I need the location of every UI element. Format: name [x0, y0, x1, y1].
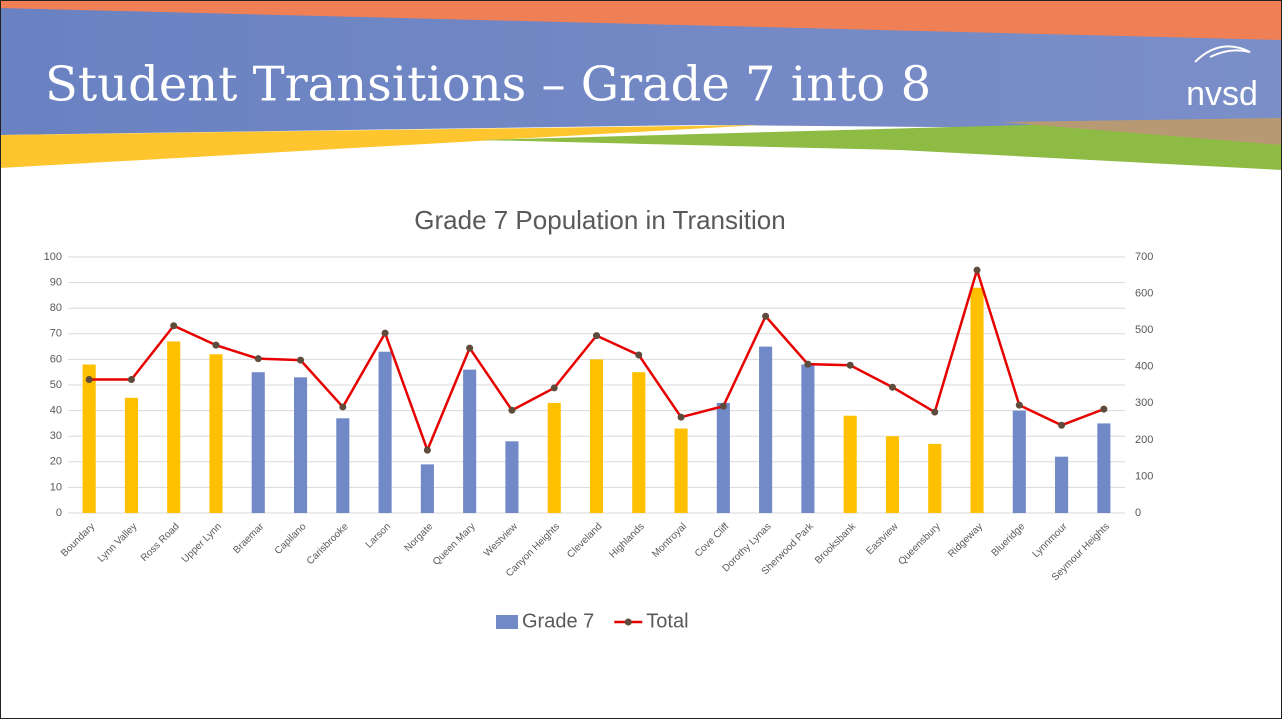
tan-band [1000, 118, 1282, 145]
marker [635, 351, 643, 359]
y2-tick-label: 0 [1135, 507, 1141, 519]
marker [762, 312, 770, 320]
marker [973, 266, 981, 274]
marker [1100, 405, 1108, 413]
bar [928, 443, 942, 513]
y-tick-label: 40 [50, 405, 62, 417]
bar [547, 402, 561, 513]
marker [677, 413, 685, 421]
y-tick-label: 0 [56, 507, 62, 519]
bar [293, 377, 308, 513]
y2-tick-label: 700 [1135, 251, 1153, 263]
y-tick-label: 100 [44, 251, 62, 263]
y2-tick-label: 500 [1135, 324, 1153, 336]
chart-title: Grade 7 Population in Transition [414, 205, 785, 235]
marker [254, 355, 262, 363]
bar [674, 428, 688, 513]
bar [843, 415, 857, 513]
bar [209, 354, 223, 513]
bar [759, 346, 773, 513]
green-band [480, 118, 1282, 170]
bar [505, 441, 519, 513]
bar [82, 364, 96, 513]
bar [336, 418, 350, 513]
marker [846, 361, 854, 369]
marker [593, 332, 600, 340]
marker [423, 446, 431, 454]
logo-leaf [1194, 45, 1251, 63]
y2-tick-label: 200 [1135, 434, 1153, 446]
marker [85, 376, 93, 384]
bar [378, 351, 392, 513]
marker [719, 402, 727, 410]
bar [251, 372, 265, 513]
marker [931, 408, 939, 416]
bar [801, 364, 815, 513]
bar [420, 464, 434, 513]
marker [508, 406, 516, 414]
y-tick-label: 80 [50, 302, 62, 314]
marker [170, 322, 178, 330]
y2-tick-label: 600 [1135, 287, 1153, 299]
bar [124, 397, 138, 513]
marker [1058, 421, 1066, 429]
bar [716, 402, 730, 513]
marker [297, 356, 305, 364]
marker [127, 376, 135, 384]
marker [339, 403, 347, 411]
legend-label: Grade 7 [522, 610, 594, 632]
bar [589, 359, 604, 513]
legend-swatch [496, 615, 518, 629]
y-tick-label: 30 [50, 430, 62, 442]
bar [885, 436, 900, 513]
yellow-band [0, 125, 760, 168]
legend-marker [624, 618, 632, 626]
bar [632, 372, 646, 513]
marker [804, 360, 812, 368]
marker [381, 329, 389, 337]
marker [550, 384, 558, 392]
legend-label: Total [646, 610, 688, 632]
slide-title: Student Transitions – Grade 7 into 8 [45, 57, 931, 113]
marker [466, 344, 474, 352]
y-tick-label: 10 [50, 481, 62, 493]
y-tick-label: 50 [50, 379, 62, 391]
bar [167, 341, 181, 513]
y-tick-label: 90 [50, 277, 62, 289]
y-tick-label: 60 [50, 353, 62, 365]
marker [1015, 401, 1023, 409]
y2-tick-label: 300 [1135, 397, 1153, 409]
y2-tick-label: 400 [1135, 361, 1153, 373]
blue-band [0, 8, 1282, 135]
y2-tick-label: 100 [1135, 470, 1153, 482]
bar [1097, 423, 1111, 513]
bar [1055, 456, 1069, 513]
y-tick-label: 70 [50, 328, 62, 340]
marker [212, 341, 220, 349]
bar [970, 287, 984, 513]
y-tick-label: 20 [50, 456, 62, 468]
bar [1012, 410, 1026, 513]
marker [888, 383, 896, 391]
bar [463, 369, 477, 513]
logo: nvsd [1186, 75, 1258, 113]
